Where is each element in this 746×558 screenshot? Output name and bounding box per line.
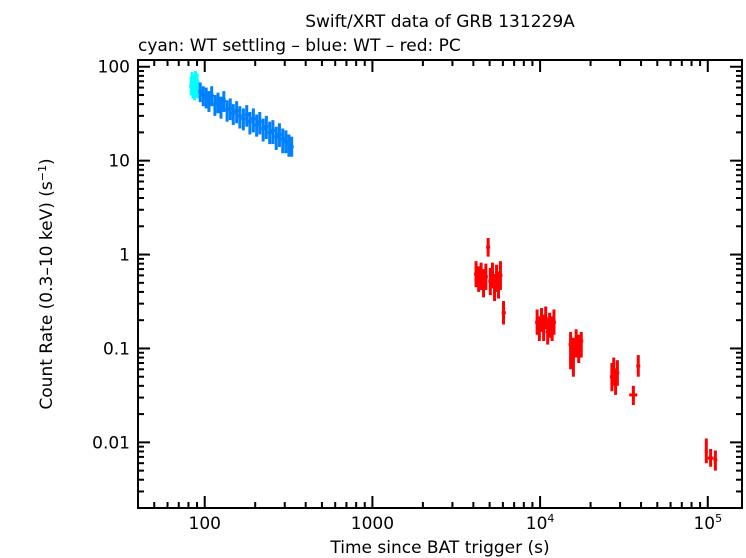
chart-title: Swift/XRT data of GRB 131229A: [305, 12, 575, 32]
y-tick-label: 10: [108, 152, 130, 172]
plot-frame: [137, 59, 743, 509]
chart-subtitle: cyan: WT settling – blue: WT – red: PC: [138, 36, 461, 56]
x-tick-label: 104: [526, 512, 555, 534]
y-tick-label: 0.1: [103, 339, 130, 359]
y-tick-label: 1: [119, 246, 130, 266]
x-axis-label: Time since BAT trigger (s): [329, 538, 549, 558]
y-axis-label: Count Rate (0.3–10 keV) (s−1): [36, 158, 57, 409]
x-tick-label: 1000: [351, 514, 394, 534]
x-tick-label: 100: [189, 514, 221, 534]
x-tick-label: 105: [693, 512, 722, 534]
y-tick-label: 100: [98, 58, 130, 78]
y-tick-label: 0.01: [92, 433, 130, 453]
